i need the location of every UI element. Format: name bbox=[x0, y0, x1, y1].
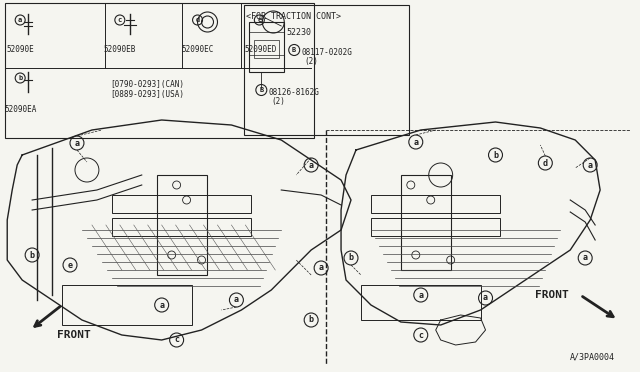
Text: a: a bbox=[234, 295, 239, 305]
Bar bbox=[244, 5, 409, 135]
Text: FRONT: FRONT bbox=[536, 290, 569, 300]
Text: [0790-0293](CAN): [0790-0293](CAN) bbox=[110, 80, 184, 89]
Text: 08126-8162G: 08126-8162G bbox=[268, 88, 319, 97]
Text: (2): (2) bbox=[304, 57, 318, 66]
Bar bbox=[371, 195, 500, 213]
Text: [0889-0293](USA): [0889-0293](USA) bbox=[110, 90, 184, 99]
Bar bbox=[250, 22, 284, 72]
Bar bbox=[361, 285, 481, 320]
Bar bbox=[112, 195, 252, 213]
Text: c: c bbox=[118, 17, 122, 23]
Text: d: d bbox=[543, 158, 548, 167]
Text: a: a bbox=[159, 301, 164, 310]
Text: a: a bbox=[319, 263, 324, 273]
Text: a: a bbox=[18, 17, 22, 23]
Text: a: a bbox=[74, 138, 79, 148]
Text: e: e bbox=[257, 17, 262, 23]
Bar bbox=[254, 40, 279, 58]
Text: b: b bbox=[493, 151, 498, 160]
Text: 08117-0202G: 08117-0202G bbox=[301, 48, 352, 57]
Bar bbox=[112, 218, 252, 236]
Bar bbox=[5, 3, 314, 138]
Text: a: a bbox=[483, 294, 488, 302]
Text: b: b bbox=[29, 250, 35, 260]
Text: b: b bbox=[349, 253, 353, 263]
Text: c: c bbox=[419, 330, 423, 340]
Text: b: b bbox=[18, 75, 22, 81]
Text: FRONT: FRONT bbox=[57, 330, 91, 340]
Text: a: a bbox=[308, 160, 314, 170]
Text: 52090EB: 52090EB bbox=[104, 45, 136, 54]
Text: a: a bbox=[419, 291, 423, 299]
Text: 52090EA: 52090EA bbox=[4, 105, 36, 114]
Text: a: a bbox=[413, 138, 419, 147]
Text: 52230: 52230 bbox=[286, 28, 311, 37]
Text: B: B bbox=[292, 47, 296, 53]
Text: c: c bbox=[174, 336, 179, 344]
Text: (2): (2) bbox=[271, 97, 285, 106]
Bar bbox=[157, 175, 207, 275]
Text: b: b bbox=[308, 315, 314, 324]
Text: B: B bbox=[259, 87, 264, 93]
Text: 52090EC: 52090EC bbox=[181, 45, 214, 54]
Bar bbox=[401, 175, 451, 270]
Text: a: a bbox=[582, 253, 588, 263]
Text: <FOR TRACTION CONT>: <FOR TRACTION CONT> bbox=[246, 12, 341, 21]
Text: A/3PA0004: A/3PA0004 bbox=[570, 353, 615, 362]
Text: 52090ED: 52090ED bbox=[244, 45, 276, 54]
Text: e: e bbox=[67, 260, 72, 269]
Text: d: d bbox=[195, 17, 200, 23]
Text: a: a bbox=[588, 160, 593, 170]
Bar bbox=[371, 218, 500, 236]
Text: 52090E: 52090E bbox=[6, 45, 34, 54]
Bar bbox=[62, 285, 191, 325]
